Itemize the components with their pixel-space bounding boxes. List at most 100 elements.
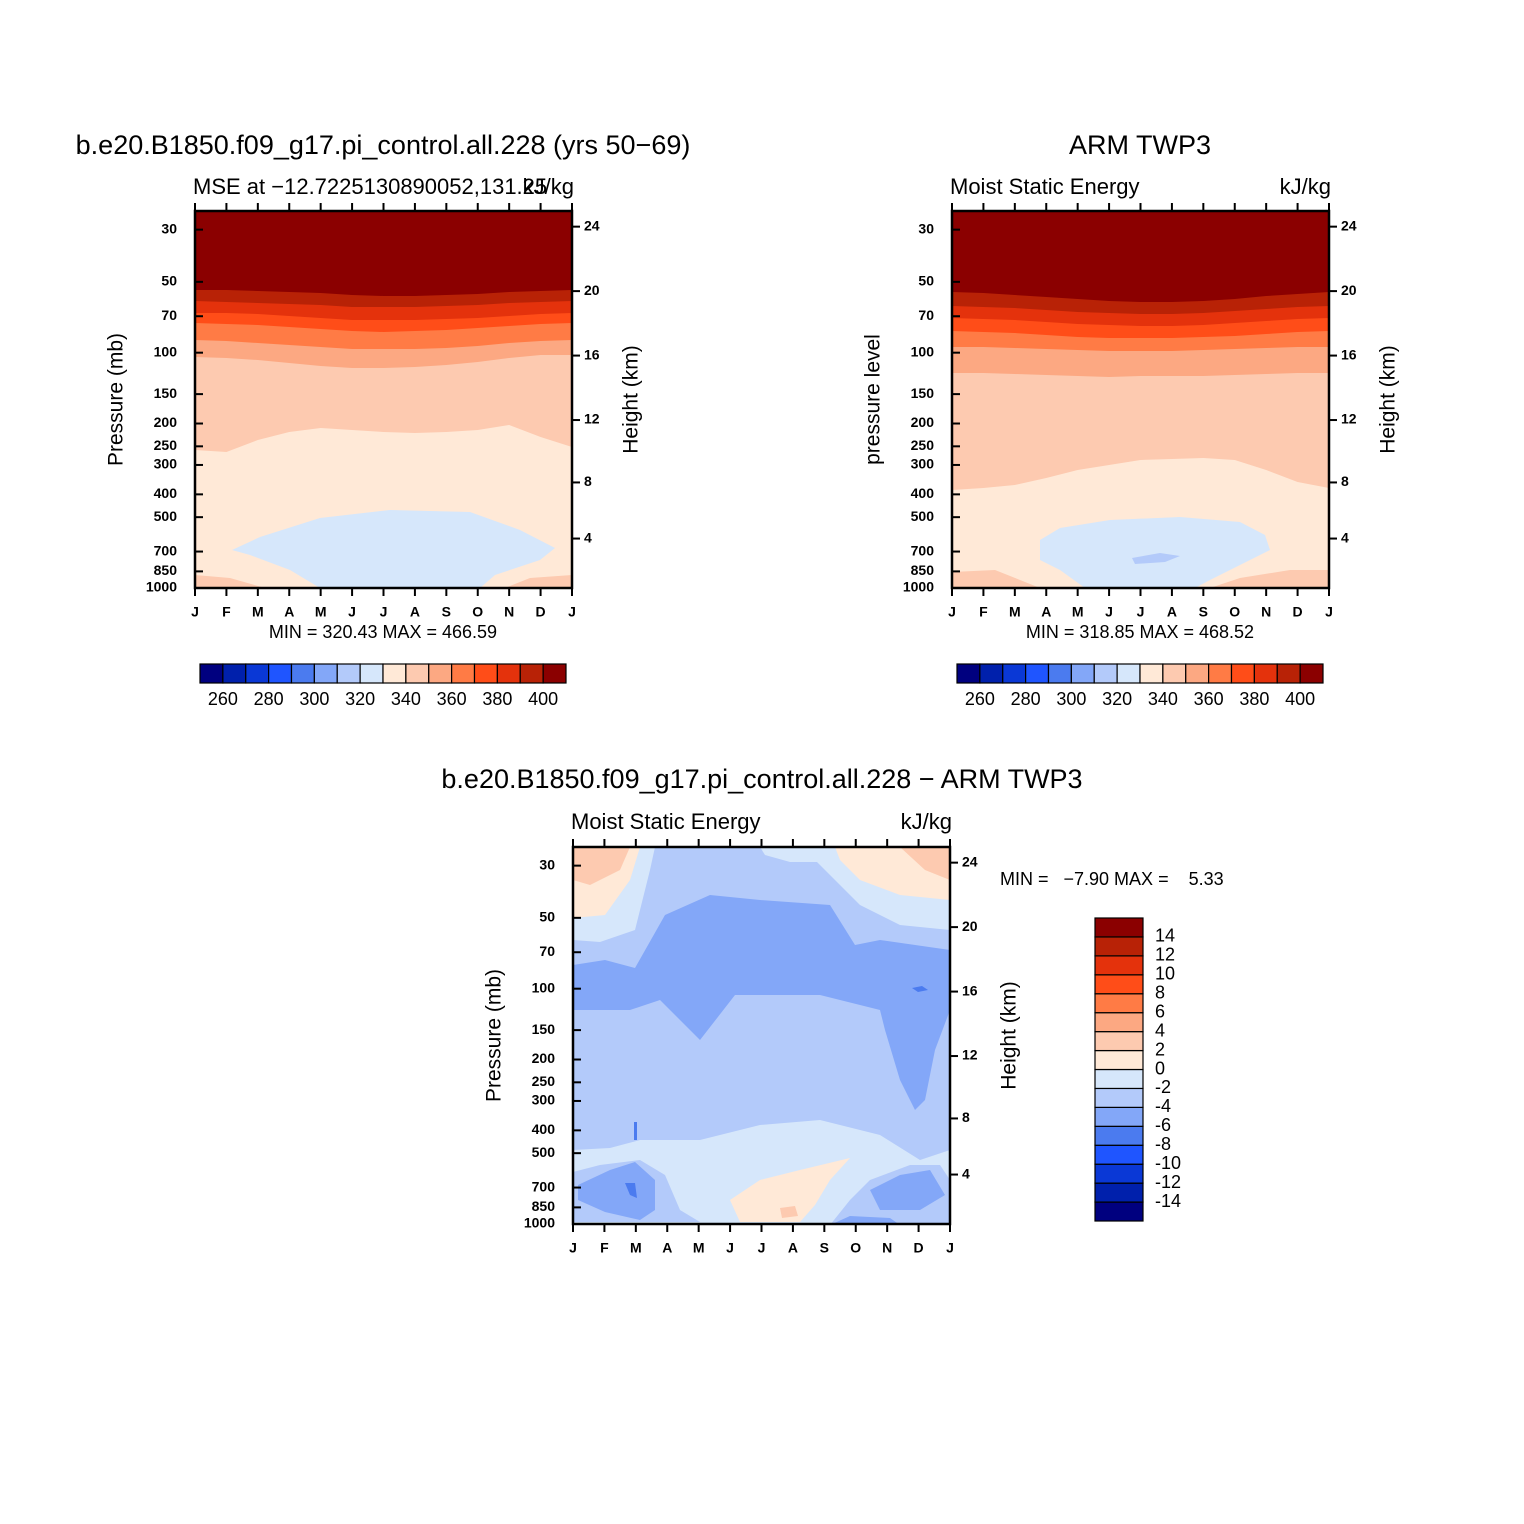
x-tick-label: D	[914, 1240, 924, 1256]
colorbar-label: 260	[208, 689, 238, 709]
colorbar-box	[1276, 663, 1301, 684]
y2-axis-label: Height (km)	[998, 981, 1021, 1090]
x-tick-label: J	[726, 1240, 734, 1256]
colorbar-label: 14	[1155, 926, 1175, 946]
min-max: MIN = −7.90 MAX = 5.33	[1000, 869, 1224, 889]
min-max: MIN = 320.43 MAX = 466.59	[269, 622, 497, 642]
y-tick-label: 250	[154, 437, 178, 453]
x-tick-label: N	[882, 1240, 892, 1256]
x-tick-label: O	[472, 604, 483, 620]
y-tick-label: 70	[539, 943, 555, 959]
y-tick-label: 1000	[146, 579, 177, 595]
contour-field	[573, 847, 950, 1224]
y2-tick-label: 20	[584, 282, 600, 298]
contour-band	[578, 1162, 655, 1220]
x-tick-label: A	[788, 1240, 798, 1256]
x-tick-label: J	[946, 1240, 954, 1256]
colorbar-label: 300	[1056, 689, 1086, 709]
colorbar-label: 340	[1148, 689, 1178, 709]
contour-band	[195, 575, 265, 588]
y2-tick-label: 8	[962, 1109, 970, 1125]
colorbar-label: 12	[1155, 945, 1175, 965]
y-tick-label: 1000	[903, 579, 934, 595]
panel-title: ARM TWP3	[1069, 130, 1211, 160]
colorbar-label: 360	[1194, 689, 1224, 709]
colorbar-box	[451, 663, 476, 684]
y-axis-label: Pressure (mb)	[483, 969, 506, 1102]
x-tick-label: J	[758, 1240, 766, 1256]
colorbar-box	[1070, 663, 1095, 684]
colorbar-box	[1093, 663, 1118, 684]
contour-band	[573, 847, 630, 885]
colorbar-label: 280	[254, 689, 284, 709]
right-string: kJ/kg	[523, 174, 574, 199]
panel-title: b.e20.B1850.f09_g17.pi_control.all.228 (…	[76, 130, 691, 160]
contour-band	[832, 1216, 899, 1224]
contour-band	[1132, 553, 1180, 564]
colorbar-box	[1094, 993, 1144, 1014]
colorbar-box	[1025, 663, 1050, 684]
colorbar-label: 400	[1285, 689, 1315, 709]
colorbar-box	[1208, 663, 1233, 684]
right-string: kJ/kg	[901, 809, 952, 834]
y2-axis-label: Height (km)	[1377, 345, 1400, 454]
x-tick-label: N	[1261, 604, 1271, 620]
contour-band	[952, 570, 1040, 588]
y-tick-label: 850	[154, 562, 178, 578]
y-tick-label: 850	[911, 562, 935, 578]
colorbar-label: 280	[1011, 689, 1041, 709]
left-string: MSE at −12.7225130890052,131.25	[193, 174, 547, 199]
x-tick-label: N	[504, 604, 514, 620]
y2-axis-label: Height (km)	[620, 345, 643, 454]
colorbar-box	[1094, 917, 1144, 938]
colorbar-box	[1253, 663, 1278, 684]
colorbar-box	[405, 663, 430, 684]
colorbar-box	[519, 663, 544, 684]
contour-band	[730, 1158, 850, 1222]
contour-band	[232, 510, 555, 588]
colorbar-box	[222, 663, 247, 684]
colorbar-box	[1094, 1125, 1144, 1146]
x-tick-label: M	[630, 1240, 642, 1256]
y-tick-label: 500	[911, 508, 935, 524]
colorbar-box	[1094, 1031, 1144, 1052]
colorbar-box	[1185, 663, 1210, 684]
y2-tick-label: 16	[1341, 346, 1357, 362]
colorbar-box	[542, 663, 567, 684]
y-tick-label: 150	[154, 385, 178, 401]
x-tick-label: S	[442, 604, 451, 620]
x-tick-label: J	[568, 604, 576, 620]
colorbar-box	[1139, 663, 1164, 684]
colorbar-box	[199, 663, 224, 684]
y-tick-label: 100	[532, 979, 556, 995]
min-max: MIN = 318.85 MAX = 468.52	[1026, 622, 1254, 642]
y-tick-label: 300	[911, 456, 935, 472]
y-tick-label: 100	[154, 343, 178, 359]
y2-tick-label: 12	[1341, 411, 1357, 427]
x-tick-label: M	[315, 604, 327, 620]
contour-band	[912, 986, 928, 992]
x-tick-label: S	[820, 1240, 829, 1256]
right-string: kJ/kg	[1280, 174, 1331, 199]
colorbar-label: -4	[1155, 1096, 1171, 1116]
x-tick-label: D	[536, 604, 546, 620]
y-tick-label: 150	[532, 1021, 556, 1037]
colorbar-label: 400	[528, 689, 558, 709]
colorbar-box	[496, 663, 521, 684]
colorbar-box	[290, 663, 315, 684]
y-tick-label: 200	[154, 414, 178, 430]
y-tick-label: 200	[532, 1050, 556, 1066]
y-tick-label: 300	[154, 456, 178, 472]
x-tick-label: J	[1137, 604, 1145, 620]
colorbar-label: 4	[1155, 1020, 1165, 1040]
x-tick-label: M	[252, 604, 264, 620]
colorbar-box	[1299, 663, 1324, 684]
x-tick-label: A	[410, 604, 420, 620]
colorbar-box	[382, 663, 407, 684]
colorbar-box	[1002, 663, 1027, 684]
colorbar-label: 300	[299, 689, 329, 709]
contour-band	[870, 1170, 945, 1210]
colorbar-box	[1094, 955, 1144, 976]
x-tick-label: J	[380, 604, 388, 620]
colorbar-label: 8	[1155, 983, 1165, 1003]
